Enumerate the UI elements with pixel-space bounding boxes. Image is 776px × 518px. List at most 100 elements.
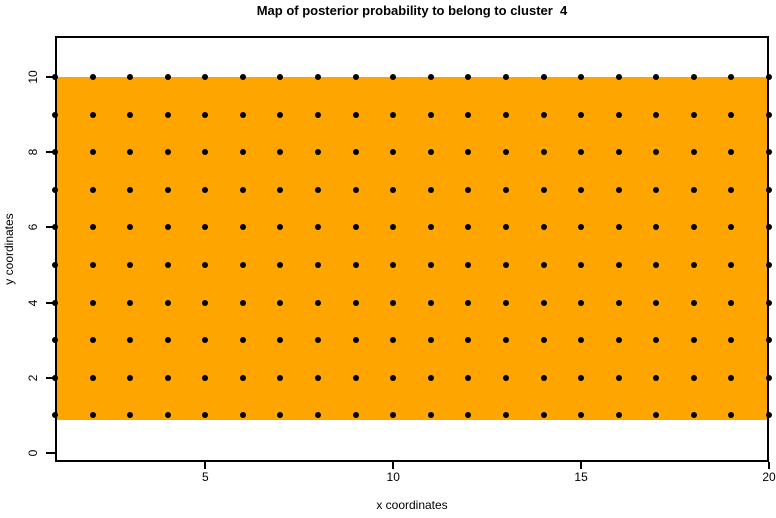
data-point bbox=[728, 337, 735, 344]
y-tick-mark bbox=[46, 76, 55, 78]
data-point bbox=[52, 111, 58, 118]
data-point bbox=[465, 224, 472, 231]
data-point bbox=[352, 412, 359, 419]
data-point bbox=[127, 186, 134, 193]
data-point bbox=[540, 374, 547, 381]
data-point bbox=[127, 299, 134, 306]
data-point bbox=[390, 111, 397, 118]
y-tick-mark bbox=[46, 376, 55, 379]
x-tick-label: 15 bbox=[574, 470, 588, 484]
data-point bbox=[127, 337, 134, 344]
y-tick-label: 0 bbox=[26, 449, 40, 457]
data-point bbox=[578, 299, 585, 306]
data-point bbox=[202, 111, 209, 118]
data-point bbox=[89, 262, 96, 268]
data-point bbox=[615, 224, 622, 231]
data-point bbox=[164, 111, 171, 118]
data-point bbox=[277, 374, 284, 381]
data-point bbox=[315, 186, 322, 193]
data-point bbox=[89, 111, 96, 118]
data-point bbox=[315, 299, 322, 306]
data-point bbox=[766, 186, 772, 193]
data-point bbox=[465, 186, 472, 193]
data-point bbox=[690, 299, 697, 306]
data-point bbox=[615, 186, 622, 193]
data-point bbox=[728, 111, 735, 118]
data-point bbox=[427, 149, 434, 156]
data-point bbox=[728, 374, 735, 381]
data-point bbox=[390, 337, 397, 344]
data-point bbox=[202, 224, 209, 231]
data-point bbox=[352, 299, 359, 306]
cluster-probability-region bbox=[55, 77, 769, 421]
data-point bbox=[465, 299, 472, 306]
data-point bbox=[352, 149, 359, 156]
data-point bbox=[653, 149, 660, 156]
data-point bbox=[202, 74, 209, 80]
y-tick-mark bbox=[46, 452, 55, 454]
data-point bbox=[89, 149, 96, 156]
data-point bbox=[427, 186, 434, 193]
x-tick-label: 5 bbox=[201, 470, 209, 484]
x-tick-mark bbox=[580, 462, 583, 469]
data-point bbox=[766, 111, 772, 118]
data-point bbox=[653, 186, 660, 193]
data-point bbox=[352, 186, 359, 193]
data-point bbox=[239, 74, 246, 80]
data-point bbox=[164, 412, 171, 419]
data-point bbox=[502, 299, 509, 306]
data-point bbox=[465, 74, 472, 80]
data-point bbox=[540, 337, 547, 344]
data-point bbox=[239, 111, 246, 118]
data-point bbox=[653, 412, 660, 419]
data-point bbox=[465, 149, 472, 156]
data-point bbox=[615, 374, 622, 381]
data-point bbox=[615, 337, 622, 344]
data-point bbox=[277, 224, 284, 231]
data-point bbox=[164, 149, 171, 156]
data-point bbox=[615, 74, 622, 80]
data-point bbox=[164, 299, 171, 306]
data-point bbox=[427, 337, 434, 344]
data-point bbox=[164, 186, 171, 193]
data-point bbox=[728, 299, 735, 306]
data-point bbox=[502, 74, 509, 80]
data-point bbox=[578, 412, 585, 419]
data-point bbox=[202, 299, 209, 306]
x-tick-label: 10 bbox=[386, 470, 400, 484]
data-point bbox=[653, 111, 660, 118]
data-point bbox=[690, 374, 697, 381]
data-point bbox=[690, 224, 697, 231]
data-point bbox=[202, 149, 209, 156]
data-point bbox=[315, 74, 322, 80]
data-point bbox=[315, 262, 322, 268]
data-point bbox=[127, 149, 134, 156]
data-point bbox=[164, 74, 171, 80]
data-point bbox=[277, 111, 284, 118]
data-point bbox=[352, 374, 359, 381]
y-tick-mark bbox=[46, 301, 55, 304]
data-point bbox=[89, 337, 96, 344]
data-point bbox=[89, 186, 96, 193]
data-point bbox=[690, 111, 697, 118]
data-point bbox=[427, 262, 434, 268]
data-point bbox=[202, 337, 209, 344]
data-point bbox=[653, 262, 660, 268]
data-point bbox=[540, 111, 547, 118]
data-point bbox=[578, 149, 585, 156]
data-point bbox=[540, 186, 547, 193]
data-point bbox=[352, 224, 359, 231]
data-point bbox=[239, 186, 246, 193]
data-point bbox=[728, 186, 735, 193]
data-point bbox=[615, 412, 622, 419]
data-point bbox=[315, 337, 322, 344]
data-point bbox=[766, 74, 772, 80]
data-point bbox=[427, 299, 434, 306]
data-point bbox=[690, 412, 697, 419]
data-point bbox=[202, 186, 209, 193]
y-tick-label: 2 bbox=[26, 374, 40, 382]
data-point bbox=[653, 374, 660, 381]
data-point bbox=[465, 374, 472, 381]
data-point bbox=[427, 74, 434, 80]
